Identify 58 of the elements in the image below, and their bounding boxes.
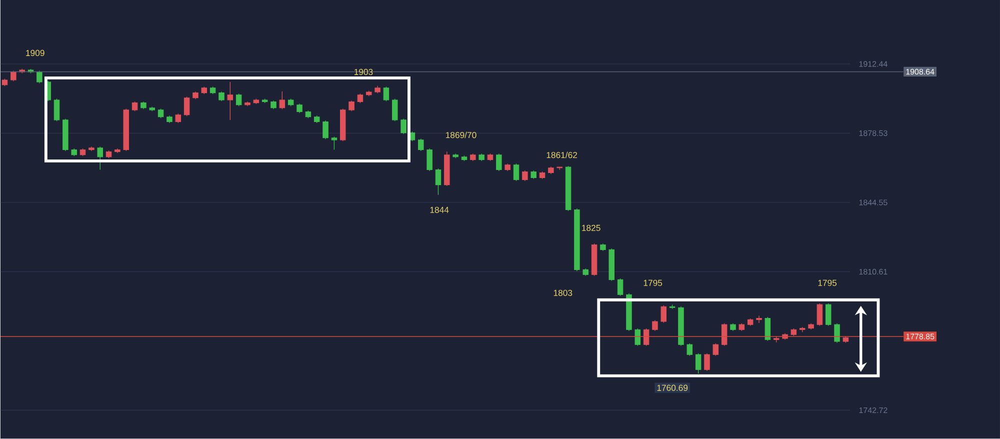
candlestick <box>158 108 164 119</box>
candlestick <box>418 138 424 152</box>
candlestick <box>617 278 624 296</box>
candlestick <box>686 343 693 356</box>
ref-line-label: 1778.85 <box>906 334 934 340</box>
candlestick <box>10 70 16 82</box>
candlestick <box>496 153 502 172</box>
candlestick <box>296 103 302 114</box>
annotation: 1861/62 <box>546 152 577 158</box>
candlestick <box>279 91 286 110</box>
candlestick <box>643 328 650 346</box>
candlestick <box>712 343 719 356</box>
candlestick <box>834 323 840 344</box>
candlestick <box>695 353 702 374</box>
candlestick <box>721 323 728 346</box>
candlestick <box>704 353 710 372</box>
annotation: 1795 <box>818 280 837 286</box>
candlestick <box>383 86 390 102</box>
candlestick <box>357 93 364 104</box>
y-tick-label: 1912.44 <box>859 61 888 67</box>
candlestick <box>400 118 406 134</box>
annotation: 1909 <box>26 50 44 56</box>
y-tick-label: 1844.55 <box>859 200 888 206</box>
candlestick <box>54 98 60 122</box>
y-tick-label: 1742.72 <box>859 408 888 414</box>
ref-line-label: 1908.64 <box>906 68 934 75</box>
y-tick-label: 1810.61 <box>859 268 888 275</box>
candlestick <box>825 303 832 326</box>
candlestick <box>634 328 641 346</box>
candlestick <box>764 316 771 342</box>
candlestick <box>816 303 823 326</box>
candlestick <box>348 100 354 112</box>
annotation: 1803 <box>554 290 572 296</box>
candlestick <box>322 120 328 140</box>
candlestick <box>513 163 520 182</box>
candlestick <box>132 101 138 112</box>
candlestick <box>426 148 432 172</box>
candlestick <box>660 305 667 324</box>
candlestick <box>36 70 42 84</box>
annotation: 1795 <box>644 280 662 286</box>
candlestick <box>756 316 762 324</box>
annotation: 1844 <box>430 206 449 214</box>
candlestick <box>218 91 224 102</box>
candlestick <box>435 168 442 196</box>
annotation: 1825 <box>582 224 600 232</box>
annotation: 1903 <box>354 69 373 76</box>
candlestick <box>392 98 398 122</box>
candlestick <box>522 170 528 182</box>
y-tick-label: 1878.53 <box>859 130 888 136</box>
candlestick <box>652 320 658 332</box>
annotation: 1760.69 <box>657 384 688 391</box>
candlestick <box>331 136 338 150</box>
candlestick <box>175 113 182 124</box>
candlestick <box>236 93 242 107</box>
candlestick <box>227 82 234 120</box>
annotation: 1869/70 <box>446 132 476 138</box>
candlestick <box>97 146 103 170</box>
candlestick <box>184 96 190 116</box>
